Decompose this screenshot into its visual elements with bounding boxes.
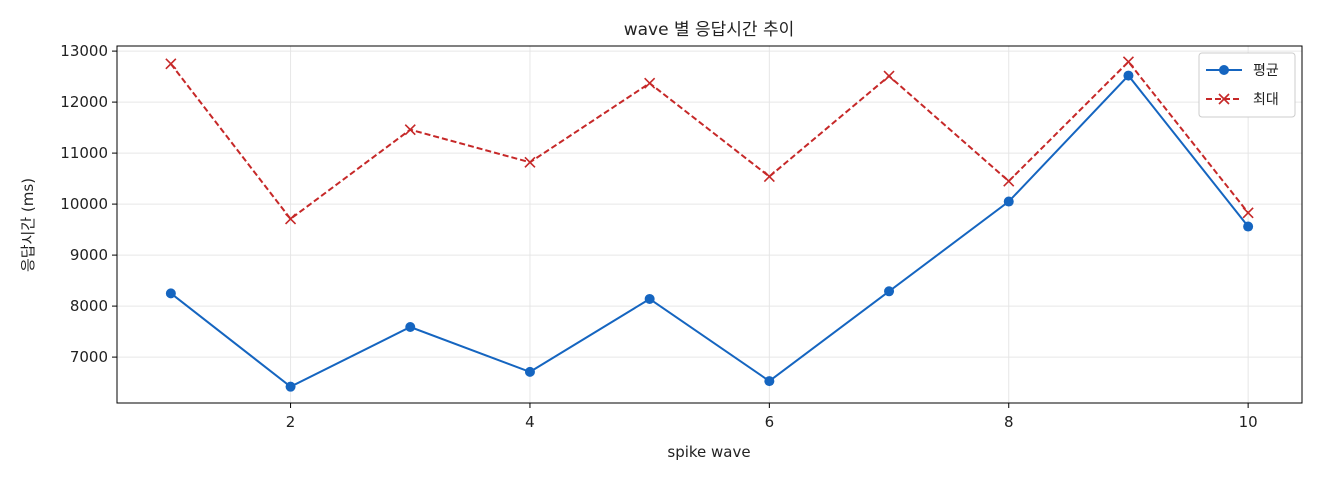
y-tick-label: 10000 (60, 195, 108, 213)
data-point-max (284, 213, 297, 225)
data-point-avg (285, 381, 296, 392)
data-point-max (1122, 56, 1135, 68)
y-tick-label: 12000 (60, 93, 108, 111)
x-tick-label: 10 (1239, 413, 1258, 431)
data-point-avg (405, 322, 416, 333)
data-point-avg (165, 288, 176, 299)
y-tick-label: 8000 (70, 297, 108, 315)
data-point-avg (1123, 70, 1134, 81)
data-point-avg (524, 366, 535, 377)
data-point-avg (644, 293, 655, 304)
series-line-max (170, 60, 1249, 221)
data-point-max (165, 58, 177, 70)
legend-marker-avg (1219, 65, 1229, 75)
legend-label-avg: 평균 (1253, 63, 1279, 79)
y-tick-label: 9000 (70, 246, 108, 264)
data-point-max (1003, 175, 1015, 187)
data-point-max (524, 156, 536, 168)
data-point-max (644, 77, 656, 89)
legend: 평균 최대 (1198, 52, 1296, 118)
y-tick-label: 13000 (60, 42, 108, 60)
chart-title: wave 별 응답시간 추이 (624, 20, 795, 40)
grid (117, 46, 1302, 403)
data-point-max (763, 170, 775, 183)
axes: 2 4 6 8 10 7000 8000 9000 10000 11000 12000 13000 (60, 42, 1257, 431)
series (165, 56, 1254, 392)
data-point-max (404, 124, 416, 136)
series-line-avg (170, 74, 1249, 388)
data-point-max (1242, 207, 1254, 219)
legend-box (1198, 52, 1296, 118)
x-axis-title: spike wave (667, 443, 750, 461)
x-tick-label: 6 (765, 413, 775, 431)
y-axis-title: 응답시간 (ms) (19, 178, 37, 272)
y-tick-label: 7000 (70, 348, 108, 366)
data-point-avg (884, 286, 895, 297)
data-point-avg (1243, 221, 1254, 232)
data-point-max (883, 70, 895, 82)
x-tick-label: 4 (525, 413, 535, 431)
data-point-avg (764, 376, 775, 387)
plot-frame (116, 45, 1303, 404)
x-tick-label: 2 (286, 413, 296, 431)
legend-label-max: 최대 (1253, 92, 1279, 108)
data-point-avg (1003, 196, 1014, 207)
y-tick-label: 11000 (60, 144, 108, 162)
x-tick-label: 8 (1004, 413, 1014, 431)
legend-marker-max (1218, 93, 1230, 105)
